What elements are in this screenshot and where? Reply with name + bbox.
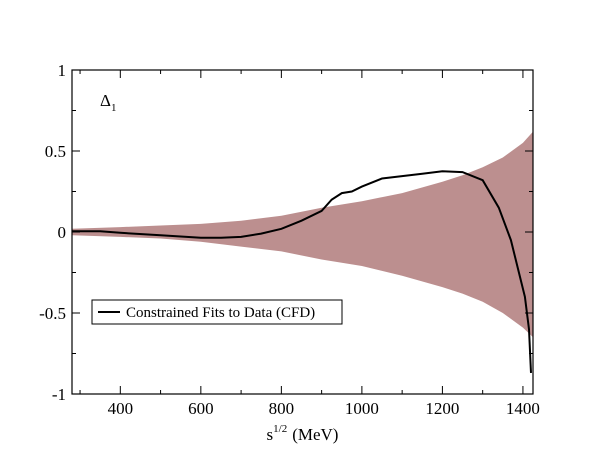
- x-axis-label-main: s: [267, 425, 274, 444]
- x-tick-label: 400: [108, 399, 134, 418]
- x-tick-label: 1000: [345, 399, 379, 418]
- legend-entry-label: Constrained Fits to Data (CFD): [126, 305, 315, 321]
- delta-symbol: Δ: [100, 91, 111, 110]
- y-tick-label: 1: [58, 61, 67, 80]
- uncertainty-band: [72, 131, 533, 338]
- x-tick-label: 1200: [425, 399, 459, 418]
- axis-ticks: [72, 69, 533, 395]
- x-tick-label: 1400: [506, 399, 540, 418]
- y-tick-label: 0: [58, 223, 67, 242]
- delta-annotation: Δ1: [100, 91, 116, 114]
- x-axis-label: s1/2 (MeV): [267, 423, 339, 444]
- y-tick-label: -1: [52, 385, 66, 404]
- delta-subscript: 1: [111, 102, 117, 114]
- y-tick-label: 0.5: [45, 142, 66, 161]
- legend: Constrained Fits to Data (CFD): [91, 299, 343, 325]
- cfd-series-line: [72, 170, 532, 373]
- x-tick-label: 800: [269, 399, 295, 418]
- legend-box: [91, 299, 343, 325]
- x-axis-label-superscript: 1/2: [273, 423, 287, 435]
- y-tick-label: -0.5: [39, 304, 66, 323]
- plot-area: [72, 131, 533, 373]
- x-axis-label-unit: (MeV): [292, 425, 338, 444]
- x-tick-label: 600: [188, 399, 214, 418]
- axis-tick-labels: 400 600 800 1000 1200 1400 -1 -0.5 0 0.5 1: [39, 61, 540, 418]
